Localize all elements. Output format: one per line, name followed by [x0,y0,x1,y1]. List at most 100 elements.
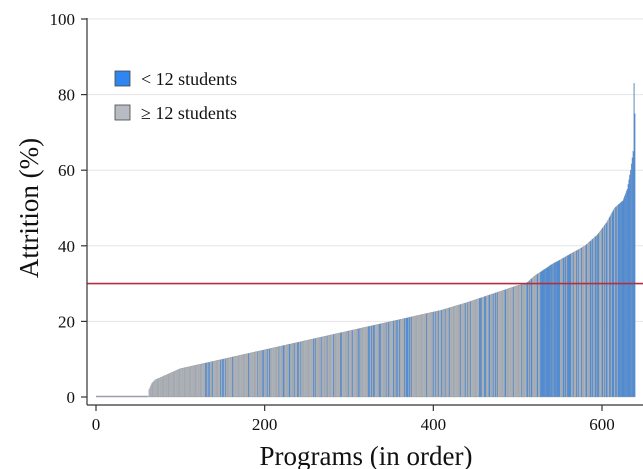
bar [151,383,153,398]
bar [322,336,324,398]
bar [598,232,601,398]
bar [595,235,597,398]
bar [194,365,197,398]
bar [226,358,228,398]
bar [230,357,232,398]
bar [582,246,584,398]
bar [374,324,376,398]
bar [399,319,401,398]
bar [169,373,171,398]
bar [171,372,173,398]
bar [518,284,520,398]
bar [372,325,374,398]
bar [341,332,343,398]
bar [440,310,442,398]
bar [204,363,206,398]
bar [286,344,288,398]
bar [238,355,240,398]
bar [480,297,482,398]
bar [253,352,255,398]
bar [302,340,305,398]
bar [333,334,335,398]
bar [360,328,362,398]
bar [317,337,319,398]
bars [96,83,636,398]
bar [482,296,484,398]
bar [324,336,326,398]
bar [279,346,281,398]
bar [565,256,567,398]
bar [557,260,559,398]
bar [308,339,310,398]
bar [442,309,445,398]
bar [484,296,486,398]
bar [558,260,560,398]
bar [548,266,550,398]
bar [630,163,633,398]
bar [496,292,498,398]
bar [483,296,485,398]
bar [462,303,464,398]
bar [166,374,168,398]
bar [275,347,277,398]
bar [225,358,227,398]
bar [382,323,384,398]
bar [365,326,367,398]
bar [162,376,165,398]
bar [387,322,389,398]
bar [601,228,603,398]
bar [439,310,441,398]
bar [417,315,419,398]
bar [508,288,510,398]
bar [264,349,267,398]
bar [401,318,403,398]
bar [368,326,370,398]
bar [391,321,393,398]
bar [350,330,353,398]
bar [433,311,435,398]
bar [591,239,593,398]
bar [597,234,599,398]
bar [485,296,487,398]
bar [287,344,289,398]
bar [314,338,316,398]
bar [629,174,631,398]
y-tick-label-100: 100 [50,10,76,29]
bar [154,379,156,398]
bar [575,250,577,398]
bar [300,341,302,398]
bar [197,364,199,398]
bar [611,212,613,398]
bar [502,290,504,398]
bar [321,336,323,398]
bar [184,367,186,398]
bar [153,380,155,398]
bar [363,327,365,398]
bar [511,287,513,398]
bar [259,350,261,398]
bar [349,330,351,398]
bar [281,345,283,398]
bar [434,311,436,398]
bar [544,268,547,398]
bar [480,297,482,398]
bar [388,321,390,398]
bar [330,334,332,398]
bar [229,357,231,398]
bar [453,306,455,398]
bar [362,327,364,398]
y-tick-label-0: 0 [67,388,76,407]
bar [491,293,493,398]
bar [340,332,342,398]
bar [468,301,470,398]
legend-label-small: < 12 students [141,69,237,89]
bar [461,303,463,398]
bar [227,357,229,398]
bar [189,366,191,398]
bar [163,375,165,398]
bar [593,238,595,398]
bar [467,302,469,398]
bar [327,335,329,398]
bar [377,324,379,398]
bar [344,331,346,398]
